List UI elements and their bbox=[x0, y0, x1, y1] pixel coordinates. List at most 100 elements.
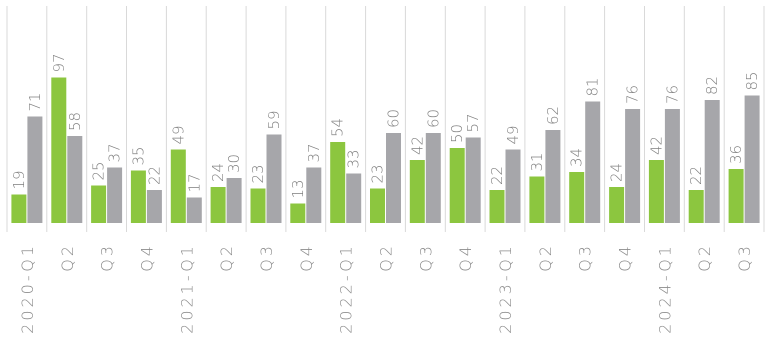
value-label: 30 bbox=[225, 154, 243, 173]
bar-series-1 bbox=[569, 172, 585, 223]
value-label: 50 bbox=[448, 124, 466, 143]
bar-series-2 bbox=[306, 167, 322, 223]
value-label: 97 bbox=[50, 53, 68, 72]
bar-series-2 bbox=[186, 197, 202, 223]
x-tick-label: Q2 bbox=[58, 243, 77, 272]
bar-series-1 bbox=[489, 190, 505, 223]
value-label: 25 bbox=[90, 161, 108, 180]
bar-series-2 bbox=[704, 100, 720, 223]
value-label: 34 bbox=[568, 148, 586, 167]
x-tick-label: Q2 bbox=[377, 243, 396, 272]
value-label: 49 bbox=[504, 125, 522, 144]
bar-series-1 bbox=[449, 148, 465, 223]
x-tick-label: Q2 bbox=[536, 243, 555, 272]
bar-series-2 bbox=[386, 133, 401, 223]
x-tick-label: 2022-Q1 bbox=[337, 243, 356, 334]
value-label: 31 bbox=[528, 152, 546, 171]
value-label: 76 bbox=[624, 85, 642, 104]
bar-series-2 bbox=[266, 134, 282, 223]
value-label: 13 bbox=[289, 179, 307, 198]
value-label: 76 bbox=[663, 85, 681, 104]
value-label: 58 bbox=[66, 112, 84, 131]
value-label: 59 bbox=[265, 110, 283, 129]
bar-series-1 bbox=[330, 142, 346, 223]
x-tick-label: 2021-Q1 bbox=[177, 243, 196, 334]
bar-series-2 bbox=[346, 173, 362, 223]
bar-series-1 bbox=[170, 149, 186, 223]
value-label: 54 bbox=[329, 118, 347, 137]
value-label: 22 bbox=[488, 166, 506, 185]
value-label: 33 bbox=[345, 149, 363, 168]
value-label: 17 bbox=[185, 173, 203, 192]
x-tick-label: Q3 bbox=[735, 243, 754, 272]
bar-series-2 bbox=[107, 167, 123, 223]
bar-series-1 bbox=[409, 160, 425, 223]
x-tick-label: Q4 bbox=[137, 243, 156, 272]
bar-series-2 bbox=[744, 95, 760, 223]
value-label: 60 bbox=[424, 109, 442, 128]
value-label: 62 bbox=[544, 106, 562, 125]
x-tick-label: Q3 bbox=[98, 243, 117, 272]
value-label: 35 bbox=[129, 146, 147, 165]
value-label: 82 bbox=[703, 76, 721, 95]
x-tick-label: 2020-Q1 bbox=[18, 243, 37, 334]
value-label: 24 bbox=[209, 163, 227, 182]
bar-series-1 bbox=[11, 194, 27, 223]
bar-series-1 bbox=[250, 188, 266, 223]
value-labels-layer: 19 97 25 35 49 24 23 13 54 23 42 50 22 31 34 24 42 22 36 71… bbox=[10, 53, 761, 198]
bar-series-2 bbox=[664, 109, 680, 223]
x-tick-labels-layer: 2020-Q1 Q2 Q3 Q4 2021-Q1 Q2 Q3 Q4 2022-Q1 Q2 Q3 Q4 2… bbox=[18, 243, 754, 334]
bar-series-2 bbox=[67, 136, 83, 223]
value-label: 22 bbox=[145, 166, 163, 185]
x-tick-label: Q3 bbox=[416, 243, 435, 272]
bar-series-2 bbox=[505, 149, 521, 223]
bar-series-1 bbox=[688, 190, 704, 223]
bar-series-2 bbox=[545, 130, 561, 223]
bar-series-1 bbox=[91, 185, 107, 223]
bar-series-2 bbox=[146, 190, 162, 223]
x-tick-label: Q2 bbox=[695, 243, 714, 272]
x-tick-label: Q2 bbox=[217, 243, 236, 272]
bar-series-1 bbox=[130, 170, 146, 223]
value-label: 37 bbox=[305, 143, 323, 162]
value-label: 23 bbox=[249, 164, 267, 183]
value-label: 60 bbox=[385, 109, 403, 128]
bar-series-1 bbox=[648, 160, 664, 223]
x-tick-label: Q4 bbox=[616, 243, 635, 272]
value-label: 22 bbox=[687, 166, 705, 185]
bar-series-2 bbox=[226, 178, 242, 223]
bar-series-2 bbox=[27, 116, 43, 223]
bar-series-1 bbox=[51, 77, 67, 223]
bars-layer bbox=[11, 77, 760, 223]
value-label: 19 bbox=[10, 170, 28, 189]
value-label: 42 bbox=[408, 136, 426, 155]
x-tick-label: Q4 bbox=[456, 243, 475, 272]
bar-series-2 bbox=[625, 109, 641, 223]
bar-series-2 bbox=[465, 137, 481, 223]
value-label: 71 bbox=[26, 92, 44, 111]
bar-series-1 bbox=[609, 187, 625, 223]
value-label: 81 bbox=[584, 77, 602, 96]
grid-lines bbox=[6, 6, 765, 232]
value-label: 23 bbox=[369, 164, 387, 183]
bar-series-1 bbox=[728, 169, 744, 223]
bar-series-1 bbox=[290, 203, 306, 223]
bar-series-2 bbox=[585, 101, 601, 223]
x-tick-label: 2024-Q1 bbox=[655, 243, 674, 334]
bar-series-1 bbox=[370, 188, 385, 223]
x-tick-label: 2023-Q1 bbox=[496, 243, 515, 334]
value-label: 57 bbox=[464, 113, 482, 132]
bar-series-1 bbox=[529, 176, 545, 223]
x-tick-label: Q4 bbox=[297, 243, 316, 272]
bar-series-1 bbox=[210, 187, 226, 223]
x-tick-label: Q3 bbox=[257, 243, 276, 272]
value-label: 42 bbox=[647, 136, 665, 155]
bar-series-2 bbox=[425, 133, 441, 223]
value-label: 36 bbox=[727, 145, 745, 164]
value-label: 37 bbox=[106, 143, 124, 162]
x-tick-label: Q3 bbox=[576, 243, 595, 272]
value-label: 85 bbox=[743, 71, 761, 90]
value-label: 24 bbox=[608, 163, 626, 182]
